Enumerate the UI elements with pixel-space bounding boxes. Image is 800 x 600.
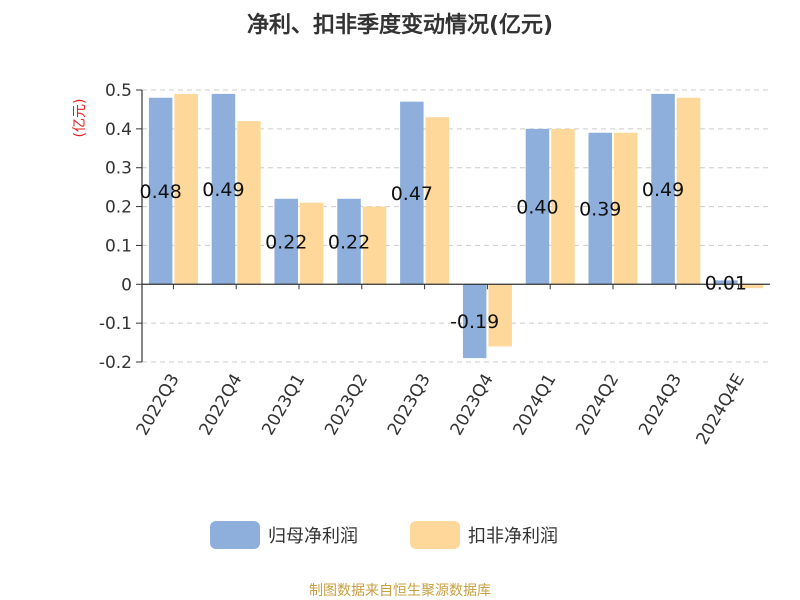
bar-deducted-profit [614, 132, 638, 285]
data-label: 0.22 [265, 232, 307, 254]
x-tick-label: 2024Q2 [572, 371, 623, 439]
bar-net-profit [588, 132, 612, 285]
x-tick-label: 2024Q1 [509, 371, 560, 439]
x-tick-label: 2023Q2 [321, 371, 372, 439]
x-tick-label: 2022Q4 [195, 371, 246, 439]
data-labels: 0.48 0.49 0.22 0.22 0.47 -0.19 0.40 0.39 0.49 0.0… [139, 179, 747, 333]
x-tick-label: 2023Q4 [447, 371, 498, 439]
data-label: 0.40 [516, 197, 558, 219]
legend-label-deducted-profit: 扣非净利润 [468, 526, 558, 547]
y-tick-labels: 0.5 0.4 0.3 0.2 0.1 0 -0.1 -0.2 [99, 81, 132, 373]
y-tick-label: 0 [121, 275, 132, 295]
bar-deducted-profit [362, 206, 387, 285]
legend: 归母净利润 扣非净利润 [210, 521, 558, 549]
legend-label-net-profit: 归母净利润 [268, 526, 358, 547]
legend-swatch-net-profit [210, 521, 260, 549]
data-label: 0.39 [579, 199, 621, 221]
bar-net-profit [714, 280, 738, 285]
y-tick-label: 0.3 [105, 159, 132, 179]
data-label: 0.01 [705, 272, 747, 294]
bar-net-profit [211, 93, 236, 285]
bar-net-profit [337, 198, 361, 285]
data-label: 0.22 [328, 232, 370, 254]
bar-net-profit [525, 128, 550, 285]
bar-deducted-profit [300, 202, 324, 285]
y-tick-label: 0.1 [105, 236, 132, 256]
x-tick-label: 2024Q4E [693, 371, 749, 449]
bar-deducted-profit [425, 117, 450, 285]
data-label: 0.49 [202, 179, 244, 201]
x-tick-label: 2023Q3 [384, 371, 435, 439]
source-note: 制图数据来自恒生聚源数据库 [309, 583, 491, 599]
bar-net-profit [274, 198, 298, 285]
bar-net-profit [651, 93, 675, 285]
x-tick-label: 2022Q3 [133, 371, 184, 439]
y-tick-label: 0.2 [105, 198, 132, 218]
x-tick-label: 2023Q1 [258, 371, 309, 439]
bar-deducted-profit [676, 97, 701, 285]
bar-deducted-profit [174, 93, 198, 285]
data-label: 0.48 [139, 181, 181, 203]
bar-net-profit [400, 101, 424, 285]
bars [148, 93, 764, 359]
y-axis-unit-label: (亿元) [72, 99, 88, 138]
bar-deducted-profit [488, 284, 512, 347]
chart-title: 净利、扣非季度变动情况(亿元) [247, 12, 553, 38]
bar-deducted-profit [551, 128, 575, 285]
y-tick-label: 0.4 [105, 120, 132, 140]
bar-deducted-profit [739, 284, 764, 289]
legend-swatch-deducted-profit [410, 521, 460, 549]
bar-net-profit [462, 284, 487, 359]
x-tick-label: 2024Q3 [635, 371, 686, 439]
y-tick-label: -0.2 [99, 353, 132, 373]
bar-net-profit [148, 97, 173, 285]
bar-deducted-profit [237, 121, 261, 285]
axes [136, 89, 770, 363]
data-label: 0.49 [642, 179, 684, 201]
y-tick-label: 0.5 [105, 81, 132, 101]
data-label: -0.19 [450, 311, 499, 333]
data-label: 0.47 [391, 183, 433, 205]
y-tick-label: -0.1 [99, 314, 132, 334]
x-tick-labels: 2022Q3 2022Q4 2023Q1 2023Q2 2023Q3 2023Q4 2024… [133, 371, 749, 449]
